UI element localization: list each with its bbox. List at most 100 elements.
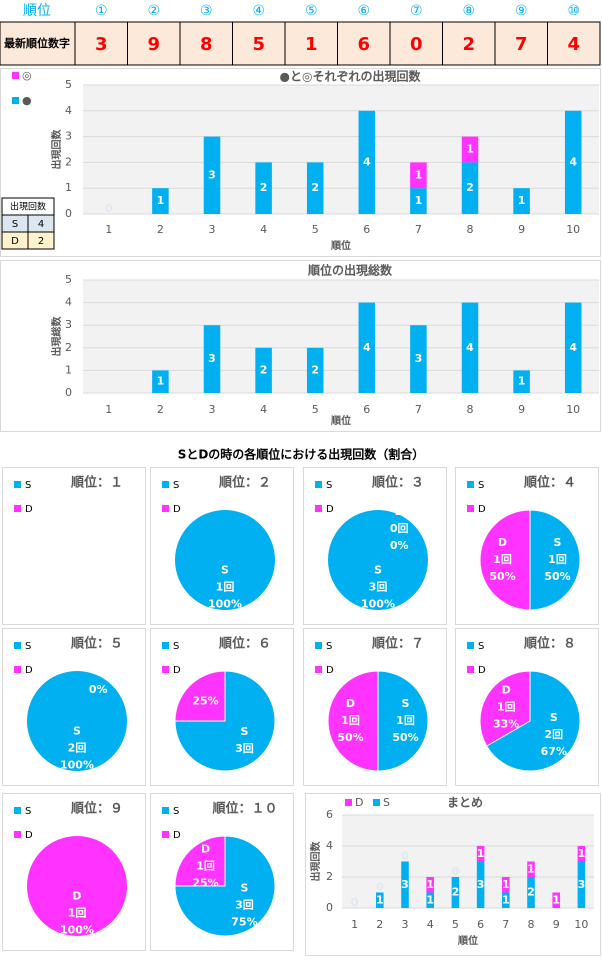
data-label: 1回 xyxy=(216,580,235,594)
legend-swatch xyxy=(373,799,380,806)
y-tick-label: 5 xyxy=(65,273,72,286)
header-cell: ① xyxy=(95,3,108,19)
pie-title: 順位：６ xyxy=(219,636,271,652)
x-tick-label: 1 xyxy=(105,403,112,416)
latest-cell: 9 xyxy=(147,34,160,55)
x-tick-label: 6 xyxy=(363,223,370,236)
legend-label: S xyxy=(25,641,31,652)
legend-label: ● xyxy=(22,94,32,107)
bar xyxy=(306,347,324,393)
x-tick-label: 6 xyxy=(477,918,484,931)
table-cell: 2 xyxy=(38,236,44,247)
chart-title: まとめ xyxy=(447,796,483,810)
legend-swatch xyxy=(162,831,169,838)
y-tick-label: 4 xyxy=(326,839,333,852)
legend-label: S xyxy=(25,806,31,817)
data-label: 3回 xyxy=(235,897,254,911)
legend-label: D xyxy=(173,830,181,841)
latest-cell: 2 xyxy=(462,34,475,55)
data-label: 0% xyxy=(390,539,409,552)
bar xyxy=(426,892,434,908)
legend-swatch xyxy=(14,831,21,838)
legend-swatch xyxy=(315,642,322,649)
bar xyxy=(410,188,427,214)
plot-area xyxy=(83,280,599,393)
y-tick-label: 2 xyxy=(65,155,72,168)
data-label: 1 xyxy=(157,194,165,207)
legend-swatch xyxy=(162,807,169,814)
plot-area xyxy=(83,85,599,214)
data-label: 25% xyxy=(192,695,218,708)
pie-title: 順位：１ xyxy=(71,475,123,491)
legend-label: S xyxy=(25,480,31,491)
legend-label: ◎ xyxy=(22,69,32,82)
data-label: S xyxy=(402,697,410,710)
legend-label: D xyxy=(173,665,181,676)
pie-title: 順位：３ xyxy=(372,475,424,491)
pie-title: 順位：７ xyxy=(372,636,424,652)
pie-title: 順位：９ xyxy=(71,801,123,817)
data-label: 0 xyxy=(452,865,460,878)
legend-label: D xyxy=(173,504,181,515)
data-label: D xyxy=(346,697,355,710)
data-label: 0 xyxy=(351,896,359,909)
y-tick-label: 5 xyxy=(65,78,72,91)
data-label: 25% xyxy=(192,877,218,890)
x-tick-label: 9 xyxy=(518,223,525,236)
bar xyxy=(577,861,586,908)
data-label: 0 xyxy=(351,896,359,909)
legend-swatch xyxy=(14,642,21,649)
data-label: 1 xyxy=(527,862,535,875)
data-label: 2 xyxy=(311,181,319,194)
pie-slice xyxy=(174,670,226,722)
legend-label: D xyxy=(326,665,334,676)
legend-swatch xyxy=(14,505,21,512)
latest-cell: 0 xyxy=(410,34,423,55)
data-label: 1回 xyxy=(68,906,87,920)
bar xyxy=(306,162,324,214)
bar xyxy=(476,861,485,908)
legend-swatch xyxy=(315,481,322,488)
bar xyxy=(527,861,535,877)
data-label: 2 xyxy=(260,181,268,194)
latest-cell: 6 xyxy=(357,34,370,55)
data-label: 3回 xyxy=(235,741,254,755)
pie-slice xyxy=(175,510,275,610)
data-label: 1 xyxy=(518,375,526,388)
data-label: 0 xyxy=(376,881,384,894)
bar xyxy=(203,136,221,214)
bar xyxy=(564,110,582,214)
pie-slice xyxy=(328,510,428,610)
legend-label: S xyxy=(326,480,332,491)
data-label: 50% xyxy=(489,570,515,583)
pie-slice xyxy=(27,836,127,936)
y-tick-label: 2 xyxy=(65,341,72,354)
pie-title: 順位：４ xyxy=(524,475,576,491)
data-label: 3 xyxy=(578,878,586,891)
data-label: S xyxy=(374,564,382,577)
latest-cell: 5 xyxy=(252,34,265,55)
data-label: 2回 xyxy=(68,741,87,755)
data-label: S xyxy=(554,536,562,549)
data-label: 33% xyxy=(493,717,519,730)
bar xyxy=(410,162,427,189)
y-tick-label: 1 xyxy=(65,363,72,376)
data-label: 1回 xyxy=(341,713,360,727)
x-tick-label: 5 xyxy=(312,223,319,236)
data-label: 1回 xyxy=(493,552,512,566)
bar xyxy=(376,892,384,908)
y-tick-label: 0 xyxy=(65,207,72,220)
data-label: D xyxy=(201,843,210,856)
bar xyxy=(401,861,409,908)
legend-swatch xyxy=(162,642,169,649)
bar xyxy=(552,892,560,908)
legend-label: D xyxy=(25,830,33,841)
x-tick-label: 10 xyxy=(574,918,588,931)
x-tick-label: 8 xyxy=(528,918,535,931)
header-label: 順位 xyxy=(23,3,51,19)
bar xyxy=(461,162,479,214)
x-axis-label: 順位 xyxy=(457,934,478,947)
bar xyxy=(152,188,169,214)
data-label: 4 xyxy=(363,155,371,168)
y-tick-label: 3 xyxy=(65,318,72,331)
